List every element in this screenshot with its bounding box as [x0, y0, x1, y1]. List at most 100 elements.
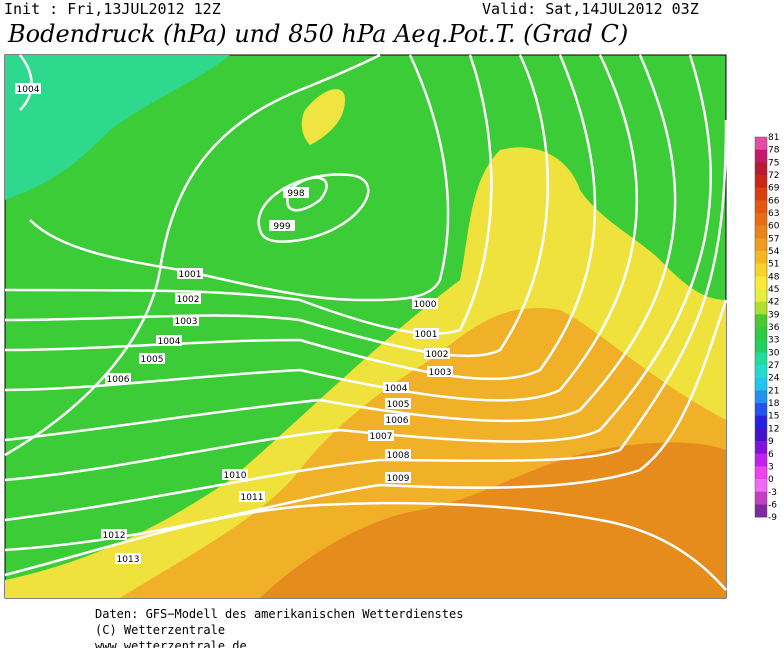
isobar-label: 999 — [273, 222, 290, 232]
colorbar-swatch — [755, 466, 767, 480]
yellow-area — [301, 89, 345, 145]
colorbar-swatch — [755, 289, 767, 303]
isobar-label: 1000 — [414, 300, 437, 310]
colorbar-label: 0 — [768, 475, 774, 485]
colorbar-swatch — [755, 213, 767, 226]
isobar-label-box — [175, 293, 201, 304]
isobar-label: 1006 — [107, 375, 130, 385]
teal-area — [5, 55, 230, 200]
colorbar-swatch — [755, 314, 767, 328]
isobar-label-box — [115, 553, 141, 564]
colorbar-swatch — [755, 251, 767, 264]
colorbar-label: -9 — [768, 513, 777, 523]
colorbar-swatch — [755, 453, 767, 467]
dark-orange-area — [260, 442, 726, 598]
colorbar-label: 45 — [768, 285, 779, 295]
isobar-label-box — [385, 398, 411, 409]
isobar-label-box — [412, 298, 438, 309]
isobar-label: 1010 — [224, 471, 247, 481]
colorbar-label: -6 — [768, 500, 777, 510]
colorbar-label: 39 — [768, 310, 780, 320]
colorbar: 8178757269666360575451484542393633302724… — [754, 133, 780, 523]
isobar-label: 1003 — [175, 317, 198, 327]
isobar-label: 1004 — [385, 384, 408, 394]
init-time: Init : Fri,13JUL2012 12Z — [4, 0, 221, 18]
colorbar-outline — [754, 136, 768, 518]
isobar-label-box — [427, 366, 453, 377]
isobar-label-box — [283, 187, 309, 198]
isobar-label: 1002 — [177, 295, 200, 305]
colorbar-swatch — [755, 491, 767, 505]
colorbar-swatch — [755, 187, 767, 201]
colorbar-swatch — [755, 200, 767, 214]
map — [4, 53, 728, 599]
colorbar-label: 60 — [768, 222, 780, 232]
colorbar-label: 69 — [768, 184, 780, 194]
colorbar-swatch — [755, 441, 767, 455]
isobar-label: 1011 — [241, 493, 264, 503]
colorbar-label: 12 — [768, 424, 779, 434]
colorbar-label: 15 — [768, 412, 779, 422]
isobar-label-box — [368, 430, 394, 441]
isobar-label-box — [269, 220, 295, 231]
isobar-label-box — [156, 335, 182, 346]
colorbar-label: 63 — [768, 209, 779, 219]
isobar-label: 1005 — [387, 400, 410, 410]
colorbar-label: 27 — [768, 361, 779, 371]
isobar-label-box — [385, 449, 411, 460]
isobar-label: 1005 — [141, 355, 164, 365]
colorbar-label: 36 — [768, 323, 780, 333]
colorbar-swatch — [755, 149, 767, 163]
footer-copyright: (C) Wetterzentrale — [95, 623, 225, 637]
colorbar-label: 33 — [768, 336, 779, 346]
isobar-label-box — [101, 529, 127, 540]
colorbar-swatch — [755, 428, 767, 442]
isobar-label: 1004 — [17, 85, 40, 95]
colorbar-swatch — [755, 276, 767, 290]
isobar-label: 1009 — [387, 474, 410, 484]
isobar-label: 1004 — [158, 337, 181, 347]
colorbar-swatch — [755, 415, 767, 429]
colorbar-label: 72 — [768, 171, 779, 181]
isobar-label-box — [173, 315, 199, 326]
colorbar-swatch — [755, 504, 767, 518]
isobar-labels: 1004 998 999 1000 1001 1001 1002 1002 1003 1003 10… — [15, 83, 453, 565]
colorbar-label: -3 — [768, 488, 777, 498]
colorbar-swatch — [755, 137, 767, 150]
map-title: Bodendruck (hPa) und 850 hPa Aeq.Pot.T. … — [7, 20, 628, 48]
colorbar-swatch — [755, 365, 767, 379]
isobar-label-box — [383, 382, 409, 393]
colorbar-swatch — [755, 301, 767, 315]
colorbar-swatch — [755, 352, 767, 366]
colorbar-swatch — [755, 263, 767, 277]
colorbar-label: 24 — [768, 374, 780, 384]
isobar-label: 1008 — [387, 451, 410, 461]
colorbar-label: 48 — [768, 272, 780, 282]
isobar-label-box — [424, 348, 450, 359]
colorbar-label: 54 — [768, 247, 780, 257]
colorbar-label: 78 — [768, 146, 780, 156]
isobar-label: 1012 — [103, 531, 126, 541]
colorbar-label: 75 — [768, 158, 779, 168]
isobar-label: 1001 — [179, 270, 202, 280]
colorbar-label: 66 — [768, 196, 780, 206]
isobar-label: 1001 — [415, 330, 438, 340]
isobar-label-box — [177, 268, 203, 279]
colorbar-swatch — [755, 162, 767, 176]
isobar-label-box — [222, 469, 248, 480]
isobar-label-box — [239, 491, 265, 502]
colorbar-label: 3 — [768, 462, 774, 472]
colorbar-swatch — [755, 175, 767, 188]
colorbar-swatch — [755, 479, 767, 493]
colorbar-swatch — [755, 377, 767, 391]
colorbar-label: 21 — [768, 386, 779, 396]
isobar-label-box — [15, 83, 41, 94]
isobar-label: 1006 — [386, 416, 409, 426]
colorbar-swatch — [755, 339, 767, 353]
colorbar-swatch — [755, 390, 767, 404]
colorbar-label: 30 — [768, 348, 780, 358]
colorbar-swatch — [755, 225, 767, 239]
footer-url: www.wetterzentrale.de — [95, 639, 247, 648]
colorbar-label: 9 — [768, 437, 774, 447]
isobar-label: 1003 — [429, 368, 452, 378]
